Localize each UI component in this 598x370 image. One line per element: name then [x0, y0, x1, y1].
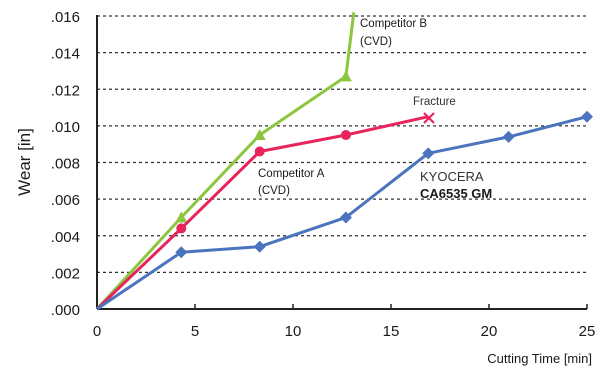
x-tick-label: 20 — [481, 323, 498, 340]
y-tick-label: .004 — [51, 229, 80, 246]
data-point — [502, 130, 515, 143]
data-point — [254, 146, 265, 157]
y-tick-labels: .000 .002 .004 .006 .008 .010 .012 .014 .016 — [51, 9, 80, 319]
x-axis-label: Cutting Time [min] — [487, 351, 592, 366]
x-tick-label: 0 — [93, 323, 101, 340]
series-line — [95, 115, 429, 311]
x-tick-label: 25 — [579, 323, 596, 340]
series-triangle — [95, 12, 356, 311]
data-point — [175, 246, 188, 259]
data-point — [422, 147, 435, 160]
series-circle — [95, 115, 429, 311]
data-point — [175, 211, 188, 223]
y-tick-label: .014 — [51, 46, 80, 63]
annotation-kyocera-brand: KYOCERA — [420, 169, 484, 184]
x-tick-label: 10 — [285, 323, 302, 340]
fracture-marker — [423, 112, 435, 124]
y-tick-label: .006 — [51, 192, 80, 209]
data-point — [176, 223, 187, 234]
annotation-fracture: Fracture — [413, 96, 456, 108]
series-diamond — [96, 110, 593, 311]
y-tick-label: .010 — [51, 119, 80, 136]
series-line — [95, 12, 356, 311]
grid-lines — [97, 15, 587, 273]
data-point — [339, 211, 352, 224]
annotation-competitor-b-type: (CVD) — [360, 36, 392, 48]
y-tick-label: .016 — [51, 9, 80, 26]
y-tick-label: .012 — [51, 82, 80, 99]
series-group — [95, 12, 593, 311]
y-tick-label: .000 — [51, 302, 80, 319]
y-tick-label: .002 — [51, 265, 80, 282]
x-tick-label: 5 — [191, 323, 199, 340]
annotation-competitor-a-type: (CVD) — [258, 185, 290, 197]
data-point — [581, 110, 593, 123]
axes — [96, 15, 587, 310]
x-tick-labels: 0 5 10 15 20 25 — [93, 304, 596, 340]
data-point — [340, 130, 351, 141]
y-tick-label: .008 — [51, 156, 80, 173]
annotations: Competitor B (CVD) Fracture Competitor A… — [258, 18, 492, 201]
series-line — [96, 115, 588, 311]
data-point — [253, 129, 266, 141]
data-point — [253, 240, 266, 253]
annotation-kyocera-grade: CA6535 GM — [420, 186, 492, 201]
annotation-competitor-b-name: Competitor B — [360, 18, 427, 30]
annotation-competitor-a-name: Competitor A — [258, 168, 325, 180]
y-axis-label: Wear [in] — [15, 128, 34, 196]
data-point — [339, 70, 352, 82]
x-tick-label: 15 — [383, 323, 400, 340]
